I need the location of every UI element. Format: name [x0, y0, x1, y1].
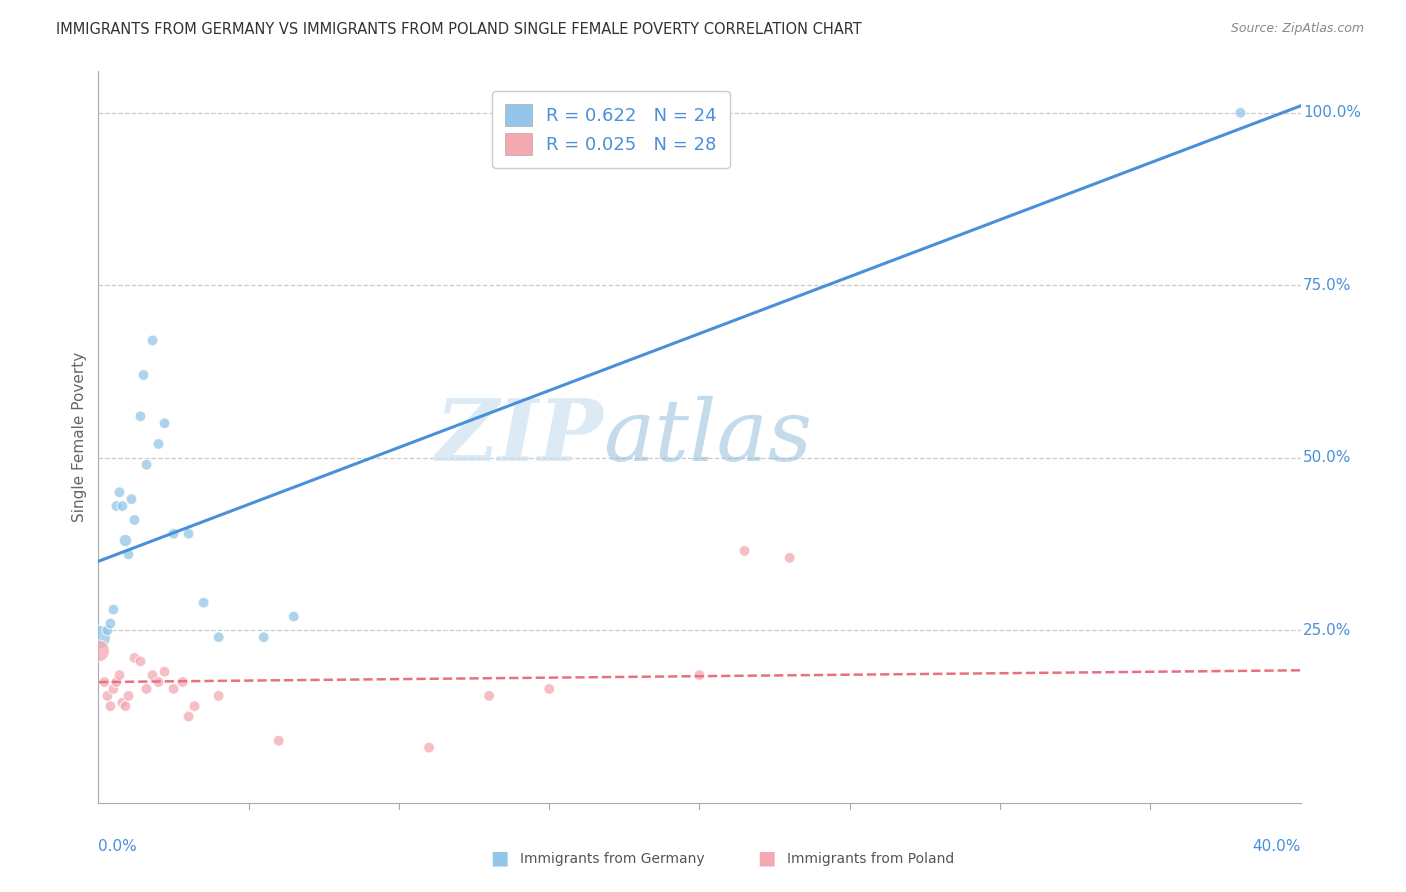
Point [177, 526, 200, 541]
Point [172, 675, 194, 690]
Point [183, 699, 205, 714]
Point [100, 699, 122, 714]
Point [193, 596, 215, 610]
Point [283, 609, 305, 624]
Point [1229, 105, 1251, 120]
Point [114, 533, 136, 548]
Point [253, 630, 276, 644]
Point [418, 740, 440, 755]
Point [148, 437, 170, 451]
Point [105, 499, 128, 513]
Point [96, 689, 118, 703]
Point [538, 681, 561, 696]
Legend: R = 0.622   N = 24, R = 0.025   N = 28: R = 0.622 N = 24, R = 0.025 N = 28 [492, 91, 730, 168]
Text: 0.0%: 0.0% [98, 839, 138, 855]
Point [87, 644, 110, 658]
Point [103, 602, 125, 616]
Point [124, 651, 146, 665]
Point [108, 668, 131, 682]
Text: ZIP: ZIP [436, 395, 603, 479]
Point [208, 630, 231, 644]
Point [734, 544, 756, 558]
Point [162, 526, 184, 541]
Point [117, 548, 139, 562]
Text: ■: ■ [489, 848, 509, 867]
Point [100, 616, 122, 631]
Text: 75.0%: 75.0% [1303, 277, 1351, 293]
Point [162, 681, 184, 696]
Text: Source: ZipAtlas.com: Source: ZipAtlas.com [1230, 22, 1364, 36]
Point [153, 417, 176, 431]
Point [779, 550, 801, 565]
Point [208, 689, 231, 703]
Text: Immigrants from Poland: Immigrants from Poland [787, 853, 955, 866]
Point [478, 689, 501, 703]
Point [103, 681, 125, 696]
Point [111, 696, 134, 710]
Point [93, 675, 115, 690]
Text: IMMIGRANTS FROM GERMANY VS IMMIGRANTS FROM POLAND SINGLE FEMALE POVERTY CORRELAT: IMMIGRANTS FROM GERMANY VS IMMIGRANTS FR… [56, 22, 862, 37]
Point [124, 513, 146, 527]
Point [141, 668, 163, 682]
Text: atlas: atlas [603, 396, 813, 478]
Point [135, 458, 157, 472]
Point [117, 689, 139, 703]
Text: ■: ■ [756, 848, 776, 867]
Text: 40.0%: 40.0% [1253, 839, 1301, 855]
Point [153, 665, 176, 679]
Point [148, 675, 170, 690]
Point [141, 334, 163, 348]
Point [129, 654, 152, 668]
Text: 50.0%: 50.0% [1303, 450, 1351, 466]
Point [87, 630, 110, 644]
Point [96, 624, 118, 638]
Point [135, 681, 157, 696]
Point [129, 409, 152, 424]
Point [177, 709, 200, 723]
Point [132, 368, 155, 382]
Point [105, 675, 128, 690]
Point [267, 733, 290, 747]
Text: Immigrants from Germany: Immigrants from Germany [520, 853, 704, 866]
Point [688, 668, 710, 682]
Point [114, 699, 136, 714]
Point [121, 492, 143, 507]
Text: 25.0%: 25.0% [1303, 623, 1351, 638]
Y-axis label: Single Female Poverty: Single Female Poverty [72, 352, 87, 522]
Point [108, 485, 131, 500]
Text: 100.0%: 100.0% [1303, 105, 1361, 120]
Point [111, 499, 134, 513]
